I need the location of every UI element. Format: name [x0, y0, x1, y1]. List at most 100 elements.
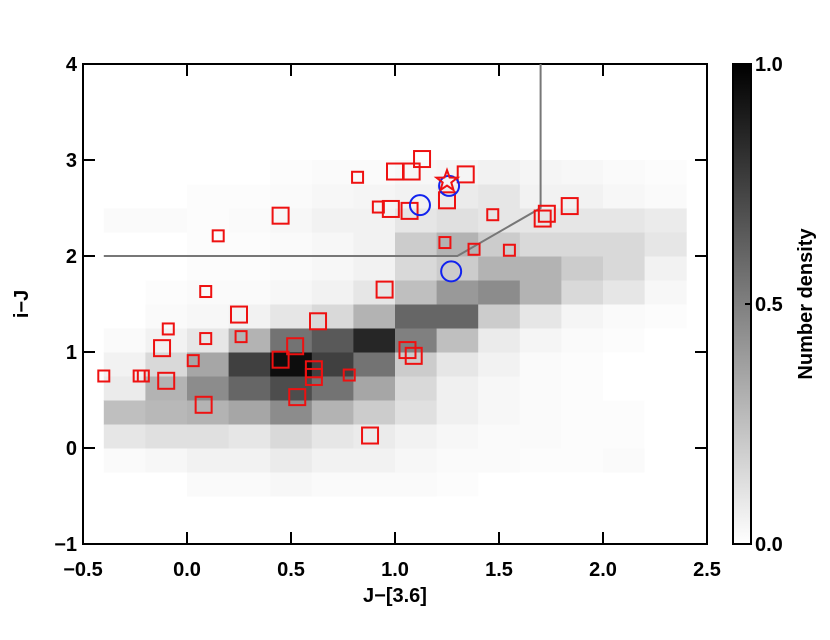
heat-cell	[519, 424, 562, 449]
x-tick-label: 0.5	[277, 559, 305, 581]
square-marker	[153, 339, 172, 358]
heat-cell	[478, 160, 521, 185]
square-marker	[533, 209, 552, 228]
heat-cell	[103, 472, 146, 497]
heat-cell	[228, 400, 271, 425]
heat-cell	[187, 160, 230, 185]
heat-cell	[228, 376, 271, 401]
square-marker	[361, 426, 380, 445]
x-tick-label: 1.0	[381, 559, 409, 581]
colorbar-label: Number density	[795, 228, 817, 380]
square-marker	[271, 206, 290, 225]
heat-cell	[228, 472, 271, 497]
colorbar-tick-label: 1.0	[755, 54, 783, 76]
heat-cell	[519, 328, 562, 353]
square-marker	[342, 368, 356, 382]
square-marker	[381, 199, 400, 218]
square-marker	[351, 170, 365, 184]
heat-cell	[270, 424, 313, 449]
heat-cell	[436, 424, 479, 449]
heat-cell	[311, 160, 354, 185]
heat-cell	[270, 184, 313, 209]
heat-cell	[395, 304, 438, 329]
heat-cell	[478, 304, 521, 329]
x-tick-label: 0.0	[173, 559, 201, 581]
square-marker	[271, 350, 290, 369]
square-marker	[537, 204, 556, 223]
heat-cell	[603, 448, 646, 473]
heat-cell	[603, 328, 646, 353]
heat-cell	[644, 280, 687, 305]
heat-cell	[311, 208, 354, 233]
heat-cell	[228, 184, 271, 209]
heat-cell	[187, 472, 230, 497]
heat-cell	[103, 256, 146, 281]
heat-cell	[228, 160, 271, 185]
heat-cell	[603, 376, 646, 401]
square-marker	[486, 208, 500, 222]
square-marker	[230, 305, 248, 324]
heat-cell	[145, 472, 188, 497]
heat-cell	[187, 280, 230, 305]
heat-cell	[187, 304, 230, 329]
heat-cell	[644, 472, 687, 497]
heat-cell	[478, 256, 521, 281]
heat-cell	[603, 400, 646, 425]
heat-cell	[311, 472, 354, 497]
heat-cell	[103, 448, 146, 473]
square-marker	[309, 312, 328, 331]
heat-cell	[395, 280, 438, 305]
x-tick-label: 1.5	[485, 559, 513, 581]
y-tick-label: 1	[66, 342, 77, 364]
y-axis-label: i−J	[11, 290, 33, 318]
heat-cell	[561, 304, 604, 329]
heat-cell	[228, 304, 271, 329]
square-marker	[186, 354, 200, 368]
heat-cell	[644, 184, 687, 209]
heat-cell	[145, 256, 188, 281]
heat-cell	[270, 232, 313, 257]
heat-cell	[103, 328, 146, 353]
y-tick-label: 0	[66, 438, 77, 460]
heat-cell	[353, 256, 396, 281]
heat-cell	[561, 184, 604, 209]
circle-marker	[408, 194, 431, 217]
heat-cell	[478, 280, 521, 305]
heat-cell	[478, 424, 521, 449]
heat-cell	[519, 304, 562, 329]
square-marker	[136, 369, 150, 383]
heat-cell	[103, 400, 146, 425]
heat-cell	[644, 160, 687, 185]
heat-cell	[395, 400, 438, 425]
square-marker	[161, 322, 175, 336]
heat-cell	[603, 160, 646, 185]
square-marker	[234, 330, 248, 344]
heat-cell	[103, 280, 146, 305]
heat-cell	[228, 208, 271, 233]
heat-cell	[103, 304, 146, 329]
heat-cell	[270, 448, 313, 473]
square-marker	[402, 162, 421, 181]
heat-cell	[145, 184, 188, 209]
heat-cell	[644, 208, 687, 233]
square-marker	[304, 360, 323, 379]
heat-cell	[270, 160, 313, 185]
y-tick-label: 2	[66, 246, 77, 268]
heat-cell	[395, 448, 438, 473]
heat-cell	[603, 280, 646, 305]
square-marker	[467, 242, 481, 256]
x-tick-label: −0.5	[63, 559, 102, 581]
heat-cell	[603, 472, 646, 497]
heat-cell	[311, 400, 354, 425]
heat-cell	[103, 424, 146, 449]
square-marker	[97, 369, 111, 383]
heat-cell	[145, 280, 188, 305]
heat-cell	[228, 448, 271, 473]
square-marker	[413, 150, 432, 169]
square-marker	[438, 191, 456, 210]
heat-cell	[311, 328, 354, 353]
heat-cell	[103, 352, 146, 377]
heat-cell	[436, 448, 479, 473]
square-marker	[456, 165, 475, 184]
